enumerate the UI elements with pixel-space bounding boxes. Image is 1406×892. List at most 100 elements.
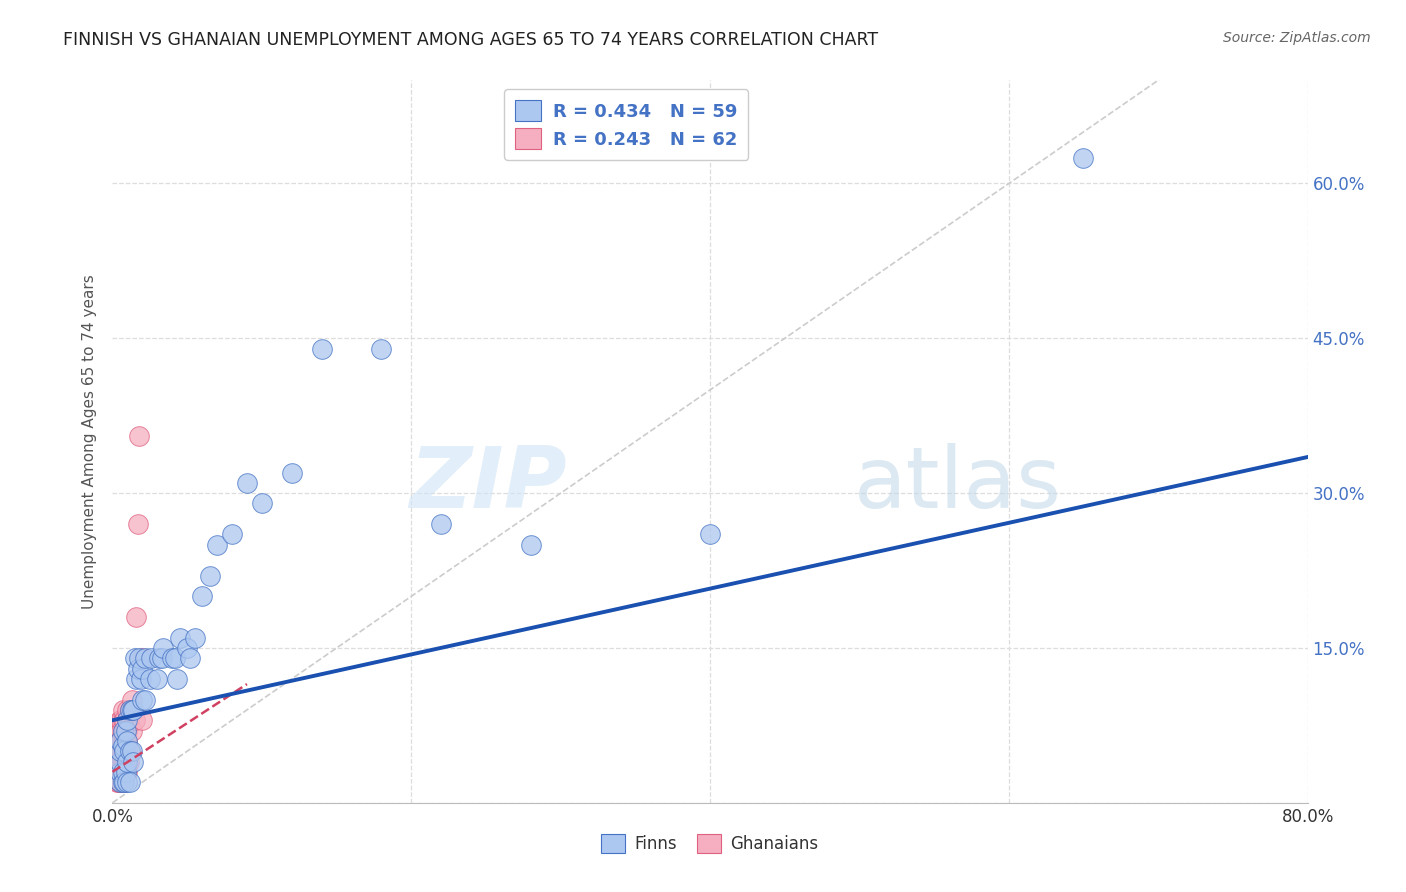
Point (108, 744, 131, 758)
Point (121, 744, 143, 758)
Point (115, 755, 138, 769)
Point (110, 723, 132, 738)
Text: FINNISH VS GHANAIAN UNEMPLOYMENT AMONG AGES 65 TO 74 YEARS CORRELATION CHART: FINNISH VS GHANAIAN UNEMPLOYMENT AMONG A… (63, 31, 879, 49)
Point (311, 342, 333, 356)
Point (108, 734, 131, 748)
Point (108, 775, 131, 789)
Point (191, 590, 214, 604)
Point (117, 713, 139, 727)
Point (115, 723, 138, 738)
Point (127, 517, 149, 532)
Point (198, 568, 221, 582)
Point (114, 713, 135, 727)
Point (117, 734, 139, 748)
Point (105, 764, 128, 779)
Point (120, 703, 142, 717)
Point (115, 764, 138, 779)
Point (117, 734, 139, 748)
Point (179, 651, 201, 665)
Point (108, 755, 131, 769)
Point (115, 734, 138, 748)
Point (134, 651, 156, 665)
Point (115, 744, 138, 758)
Point (117, 755, 139, 769)
Point (114, 755, 135, 769)
Point (120, 703, 142, 717)
Point (115, 723, 138, 738)
Point (117, 723, 139, 738)
Point (107, 755, 129, 769)
Point (111, 764, 134, 779)
Point (205, 538, 228, 552)
Point (107, 764, 129, 779)
Point (121, 703, 143, 717)
Point (125, 610, 148, 624)
Point (105, 755, 128, 769)
Point (152, 640, 174, 655)
Point (162, 651, 183, 665)
Point (111, 723, 134, 738)
Point (183, 631, 205, 645)
Point (110, 775, 132, 789)
Point (117, 775, 139, 789)
Point (108, 764, 131, 779)
Text: atlas: atlas (853, 443, 1062, 526)
Point (141, 651, 163, 665)
Point (125, 672, 148, 686)
Point (114, 775, 135, 789)
Point (111, 723, 134, 738)
Point (120, 775, 142, 789)
Point (111, 775, 134, 789)
Point (107, 744, 129, 758)
Point (108, 775, 131, 789)
Point (114, 734, 135, 748)
Point (370, 342, 392, 356)
Point (111, 713, 134, 727)
Point (131, 651, 153, 665)
Point (117, 713, 139, 727)
Point (108, 755, 131, 769)
Point (107, 734, 129, 748)
Point (117, 755, 139, 769)
Point (110, 713, 132, 727)
Text: ZIP: ZIP (409, 443, 567, 526)
Point (127, 662, 149, 676)
Point (131, 713, 153, 727)
Point (105, 775, 128, 789)
Point (117, 744, 139, 758)
Legend: Finns, Ghanaians: Finns, Ghanaians (595, 827, 825, 860)
Point (131, 692, 153, 706)
Point (150, 651, 173, 665)
Point (117, 764, 139, 779)
Point (108, 734, 131, 748)
Y-axis label: Unemployment Among Ages 65 to 74 years: Unemployment Among Ages 65 to 74 years (82, 274, 97, 609)
Point (118, 713, 141, 727)
Point (128, 651, 150, 665)
Point (134, 692, 156, 706)
Point (124, 651, 146, 665)
Point (108, 744, 131, 758)
Point (236, 475, 259, 490)
Point (114, 744, 135, 758)
Point (111, 775, 134, 789)
Point (129, 672, 152, 686)
Point (111, 744, 134, 758)
Point (111, 764, 134, 779)
Point (250, 496, 273, 510)
Point (111, 739, 134, 753)
Point (107, 775, 129, 789)
Point (108, 775, 131, 789)
Point (699, 527, 721, 541)
Point (430, 517, 453, 532)
Point (108, 764, 131, 779)
Point (128, 429, 150, 443)
Point (121, 692, 143, 706)
Point (120, 744, 142, 758)
Point (110, 734, 132, 748)
Point (121, 723, 143, 738)
Point (118, 755, 141, 769)
Point (110, 764, 132, 779)
Point (165, 651, 187, 665)
Point (146, 672, 169, 686)
Point (131, 662, 153, 676)
